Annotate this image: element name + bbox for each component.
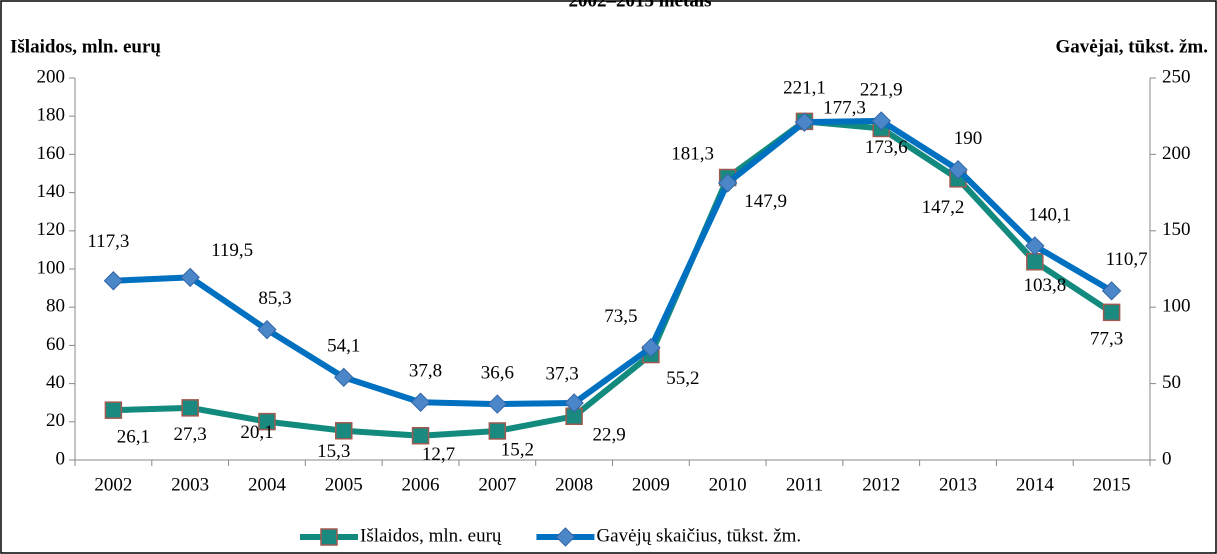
legend-marker (320, 528, 338, 546)
y2-tick-label: 50 (1162, 372, 1181, 393)
marker (257, 319, 277, 340)
x-tick-label: 2009 (632, 474, 670, 495)
marker (258, 412, 276, 431)
data-label: 12,7 (422, 444, 455, 465)
data-label: 110,7 (1106, 249, 1148, 270)
series-line (113, 118, 1114, 439)
marker (410, 392, 431, 412)
y2-tick-label: 0 (1162, 448, 1172, 469)
marker (335, 422, 353, 440)
y-tick-label: 20 (46, 410, 65, 431)
x-tick-label: 2010 (709, 474, 747, 495)
data-label: 103,8 (1023, 275, 1066, 296)
data-label: 37,8 (409, 361, 442, 382)
data-label: 55,2 (666, 368, 699, 389)
data-label: 190 (954, 128, 983, 149)
x-tick-label: 2005 (325, 474, 363, 495)
marker (181, 399, 199, 417)
y-tick-label: 180 (37, 105, 66, 126)
data-label: 26,1 (117, 427, 150, 448)
y-tick-label: 80 (46, 296, 65, 317)
x-tick-label: 2015 (1093, 474, 1131, 495)
data-label: 119,5 (211, 240, 253, 261)
y2-tick-label: 100 (1162, 296, 1191, 317)
data-label: 221,9 (860, 79, 903, 100)
series-line (113, 117, 1114, 408)
data-label: 147,2 (922, 197, 965, 218)
legend-label: Gavėjų skaičius, tūkst. žm. (596, 525, 801, 546)
marker (488, 422, 507, 440)
legend-marker (555, 527, 576, 547)
marker (1102, 303, 1121, 322)
y-tick-label: 100 (37, 257, 66, 278)
data-label: 117,3 (87, 231, 129, 252)
data-label: 20,1 (240, 422, 273, 443)
x-tick-label: 2007 (478, 474, 516, 495)
x-tick-label: 2013 (939, 474, 977, 495)
y2-tick-label: 200 (1162, 143, 1191, 164)
data-label: 85,3 (258, 288, 291, 309)
data-label: 36,6 (481, 362, 514, 383)
marker (487, 394, 508, 414)
data-label: 181,3 (671, 143, 714, 164)
legend-label: Išlaidos, mln. eurų (360, 525, 502, 546)
y-tick-label: 0 (56, 448, 66, 469)
marker (411, 426, 430, 445)
x-tick-label: 2008 (555, 474, 593, 495)
marker (1101, 281, 1122, 301)
x-tick-label: 2011 (786, 474, 823, 495)
data-label: 140,1 (1028, 204, 1071, 225)
marker (948, 159, 968, 180)
y2-axis-label: Gavėjai, tūkst. žm. (1055, 36, 1208, 57)
marker (1025, 236, 1045, 256)
y2-tick-label: 150 (1162, 219, 1191, 240)
y-tick-label: 140 (37, 181, 66, 202)
data-label: 22,9 (592, 425, 625, 446)
y2-tick-label: 250 (1162, 66, 1191, 87)
data-label: 73,5 (604, 306, 637, 327)
data-label: 15,3 (317, 441, 350, 462)
y-tick-label: 40 (46, 372, 65, 393)
x-tick-label: 2002 (94, 474, 132, 495)
marker (1026, 252, 1044, 271)
x-tick-label: 2003 (171, 474, 209, 495)
marker (180, 267, 200, 288)
data-label: 147,9 (744, 191, 787, 212)
y-tick-label: 120 (37, 219, 66, 240)
data-label: 221,1 (783, 78, 826, 99)
marker (794, 112, 815, 132)
x-tick-label: 2012 (862, 474, 900, 495)
y-axis-label: Išlaidos, mln. eurų (10, 36, 161, 57)
x-tick-label: 2014 (1016, 474, 1055, 495)
data-label: 173,6 (865, 137, 908, 158)
marker (871, 111, 891, 131)
data-label: 177,3 (823, 98, 866, 119)
y-tick-label: 60 (46, 334, 65, 355)
marker (104, 401, 123, 419)
data-label: 77,3 (1090, 329, 1123, 350)
chart-title: 2002–2015 metais (568, 0, 711, 11)
y-tick-label: 160 (37, 143, 66, 164)
marker (564, 393, 584, 413)
y-tick-label: 200 (37, 66, 66, 87)
data-label: 15,2 (501, 439, 534, 460)
marker (717, 173, 738, 193)
x-tick-label: 2004 (248, 474, 287, 495)
x-tick-label: 2006 (402, 474, 440, 495)
data-label: 37,3 (545, 363, 578, 384)
data-label: 27,3 (174, 424, 207, 445)
marker (334, 367, 354, 388)
marker (103, 271, 124, 291)
data-label: 54,1 (327, 336, 360, 357)
marker (641, 337, 661, 358)
